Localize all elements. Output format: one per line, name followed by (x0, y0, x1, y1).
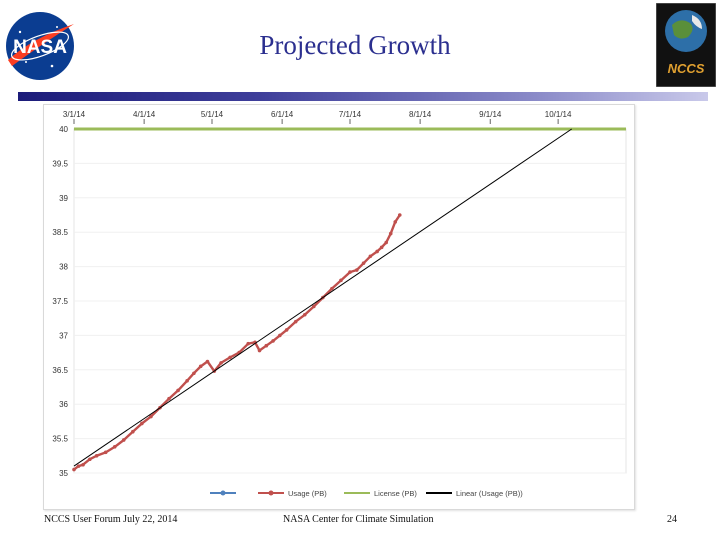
nccs-logo-text: NCCS (668, 61, 705, 76)
usage-data-point (176, 388, 180, 393)
nasa-logo: NASA (6, 12, 74, 80)
chart-series (72, 127, 626, 472)
x-tick-label: 5/1/14 (201, 110, 224, 119)
usage-data-point (354, 268, 359, 272)
chart-panel: 40 39.5 39 38.5 38 37.5 37 36.5 36 35.5 35 3/1/14 4… (43, 104, 635, 510)
usage-data-point (149, 414, 153, 419)
y-tick-label: 39 (59, 194, 68, 203)
chart-legend: Usage (PB) License (PB) Linear (Usage (PB)… (210, 489, 523, 498)
y-tick-label: 35.5 (52, 435, 68, 444)
usage-data-point (379, 245, 384, 250)
usage-data-point (103, 450, 108, 455)
usage-data-point (271, 339, 275, 343)
legend-label: Linear (Usage (PB)) (456, 489, 523, 498)
legend-label: Usage (PB) (288, 489, 327, 498)
y-tick-label: 37 (59, 331, 68, 340)
nasa-logo-text: NASA (13, 37, 67, 58)
usage-data-point (205, 359, 210, 364)
usage-data-point (88, 457, 92, 462)
slide-title: Projected Growth (259, 30, 451, 60)
x-tick-label: 3/1/14 (63, 110, 86, 119)
x-tick-labels: 3/1/14 4/1/14 5/1/14 6/1/14 7/1/14 8/1/14 9/1/… (63, 110, 572, 124)
usage-series-line (73, 214, 401, 471)
usage-data-point (388, 231, 393, 236)
page-number: 24 (667, 514, 677, 525)
usage-data-point (264, 343, 269, 348)
usage-data-point (246, 341, 250, 346)
nccs-logo: NCCS (656, 3, 716, 87)
y-tick-label: 38 (59, 263, 68, 272)
usage-data-point (185, 379, 189, 383)
x-tick-label: 6/1/14 (271, 110, 294, 119)
usage-data-point (302, 312, 307, 317)
chart-grid (73, 128, 627, 474)
usage-data-point (348, 270, 352, 274)
usage-data-point (167, 396, 171, 401)
usage-data-point (228, 355, 232, 360)
usage-data-point (198, 364, 203, 369)
legend-label: License (PB) (374, 489, 417, 498)
legend-swatch-marker (220, 490, 226, 496)
y-tick-labels: 40 39.5 39 38.5 38 37.5 37 36.5 36 35.5 35 (52, 125, 68, 478)
usage-data-point (81, 462, 85, 467)
usage-data-point (393, 220, 398, 224)
nasa-logo-orbit (11, 31, 69, 61)
usage-data-point (384, 240, 388, 245)
usage-data-point (72, 467, 76, 472)
y-tick-label: 36 (59, 400, 68, 409)
usage-data-point (368, 254, 373, 259)
y-tick-label: 35 (59, 469, 68, 478)
usage-data-point (76, 464, 81, 468)
usage-data-point (121, 438, 126, 442)
usage-data-point (131, 429, 135, 434)
title-divider-bar (18, 92, 708, 101)
usage-data-point (192, 371, 196, 376)
x-tick-label: 9/1/14 (479, 110, 502, 119)
usage-data-point (257, 348, 262, 353)
usage-data-point (339, 278, 343, 283)
footer-organization: NASA Center for Climate Simulation (283, 514, 434, 525)
usage-data-point (293, 319, 298, 324)
x-tick-label: 7/1/14 (339, 110, 362, 119)
usage-data-point (140, 421, 144, 426)
usage-data-point (397, 213, 402, 217)
legend-swatch-marker (268, 490, 274, 496)
usage-data-point (219, 361, 223, 365)
usage-data-point (330, 286, 334, 291)
usage-data-point (361, 261, 366, 265)
y-tick-label: 36.5 (52, 366, 68, 375)
x-tick-label: 8/1/14 (409, 110, 432, 119)
footer-event: NCCS User Forum July 22, 2014 (44, 514, 178, 525)
usage-data-point (278, 333, 282, 338)
usage-data-point (284, 328, 289, 332)
usage-data-point (112, 445, 117, 449)
usage-data-point (375, 249, 379, 254)
linear-trend-line (73, 128, 572, 467)
x-tick-label: 10/1/14 (545, 110, 572, 119)
growth-chart: 40 39.5 39 38.5 38 37.5 37 36.5 36 35.5 35 3/1/14 4… (52, 110, 627, 498)
y-tick-label: 39.5 (52, 159, 68, 168)
y-tick-label: 40 (59, 125, 68, 134)
y-tick-label: 37.5 (52, 297, 68, 306)
y-tick-label: 38.5 (52, 228, 68, 237)
nasa-logo-swoosh (8, 24, 74, 66)
usage-data-point (312, 304, 316, 309)
usage-data-point (94, 454, 99, 458)
x-tick-label: 4/1/14 (133, 110, 156, 119)
